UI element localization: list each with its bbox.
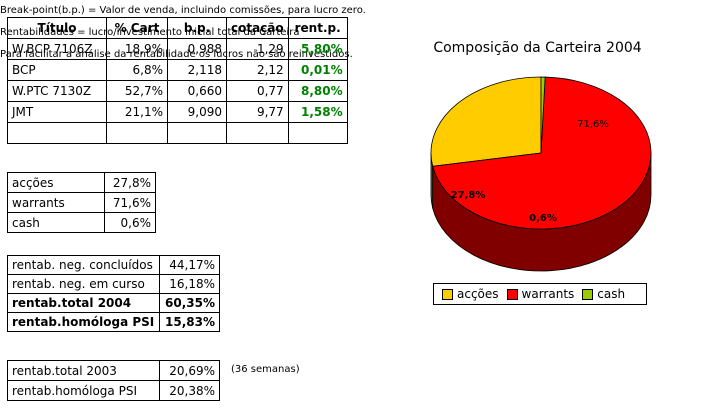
legend-label-accoes: acções xyxy=(457,287,499,301)
return-value[interactable]: 44,17% xyxy=(159,255,220,275)
return-value[interactable]: 60,35% xyxy=(159,293,220,313)
empty-cell[interactable] xyxy=(287,122,348,144)
cell-titulo[interactable]: JMT xyxy=(7,101,107,123)
return-label[interactable]: rentab.total 2004 xyxy=(7,293,160,313)
table-row: BCP 6,8% 2,118 2,12 0,01% xyxy=(7,59,348,81)
legend-label-warrants: warrants xyxy=(521,287,575,301)
cell-cart[interactable]: 21,1% xyxy=(106,101,168,123)
header-bp: b.p. xyxy=(167,17,227,39)
weeks-note: (36 semanas) xyxy=(231,364,300,375)
empty-cell[interactable] xyxy=(226,122,289,144)
cell-rent[interactable]: 5,80% xyxy=(287,38,348,60)
allocation-table: acções 27,8% warrants 71,6% cash 0,6% xyxy=(7,172,156,233)
prev-value[interactable]: 20,38% xyxy=(159,380,220,401)
table-row: rentab. neg. concluídos 44,17% xyxy=(7,255,220,275)
cell-titulo[interactable]: W.BCP 7106Z xyxy=(7,38,107,60)
cell-rent[interactable]: 1,58% xyxy=(287,101,348,123)
return-value[interactable]: 16,18% xyxy=(159,274,220,294)
table-row: acções 27,8% xyxy=(7,172,156,193)
table-row: cash 0,6% xyxy=(7,212,156,233)
header-titulo: Título xyxy=(7,17,107,39)
pie-label-accoes: 27,8% xyxy=(451,190,486,201)
table-row: W.BCP 7106Z 18,9% 0,988 1,29 5,80% xyxy=(7,38,348,60)
cell-rent[interactable]: 0,01% xyxy=(287,59,348,81)
returns-table: rentab. neg. concluídos 44,17% rentab. n… xyxy=(7,255,220,332)
table-row: rentab.total 2003 20,69% xyxy=(7,360,220,381)
alloc-value[interactable]: 71,6% xyxy=(104,192,156,213)
cell-bp[interactable]: 9,090 xyxy=(167,101,227,123)
table-row: warrants 71,6% xyxy=(7,192,156,213)
pie-chart[interactable]: Composição da Carteira 2004 27,8% 71,6% 0,… xyxy=(395,30,680,308)
note-break-point: Break-point(b.p.) = Valor de venda, incl… xyxy=(0,5,366,16)
return-label[interactable]: rentab. neg. em curso xyxy=(7,274,160,294)
prev-label[interactable]: rentab.total 2003 xyxy=(7,360,160,381)
cell-bp[interactable]: 0,988 xyxy=(167,38,227,60)
header-cart: % Cart xyxy=(106,17,168,39)
alloc-label[interactable]: acções xyxy=(7,172,105,193)
legend-label-cash: cash xyxy=(597,287,626,301)
cell-rent[interactable]: 8,80% xyxy=(287,80,348,102)
table-row: rentab.homóloga PSI 15,83% xyxy=(7,312,220,332)
return-label[interactable]: rentab. neg. concluídos xyxy=(7,255,160,275)
cell-titulo[interactable]: BCP xyxy=(7,59,107,81)
legend-item-cash: cash xyxy=(582,287,625,301)
chart-legend[interactable]: acções warrants cash xyxy=(433,283,647,305)
legend-swatch-cash xyxy=(582,288,594,300)
cell-cart[interactable]: 18,9% xyxy=(106,38,168,60)
pie-slice-warrants[interactable] xyxy=(432,76,652,230)
table-row: W.PTC 7130Z 52,7% 0,660 0,77 8,80% xyxy=(7,80,348,102)
pie-label-warrants: 71,6% xyxy=(577,119,609,130)
table-row: rentab.homóloga PSI 20,38% xyxy=(7,380,220,401)
table-row: JMT 21,1% 9,090 9,77 1,58% xyxy=(7,101,348,123)
cell-cotacao[interactable]: 9,77 xyxy=(226,101,289,123)
legend-item-warrants: warrants xyxy=(506,287,575,301)
chart-title: Composição da Carteira 2004 xyxy=(433,40,642,56)
cell-cart[interactable]: 6,8% xyxy=(106,59,168,81)
table-row-empty xyxy=(7,122,348,144)
header-cotacao: cotação xyxy=(226,17,289,39)
empty-cell[interactable] xyxy=(167,122,227,144)
previous-returns-table: rentab.total 2003 20,69% rentab.homóloga… xyxy=(7,360,220,401)
cell-cotacao[interactable]: 0,77 xyxy=(226,80,289,102)
table-row: rentab.total 2004 60,35% xyxy=(7,293,220,313)
alloc-label[interactable]: cash xyxy=(7,212,105,233)
legend-item-accoes: acções xyxy=(442,287,499,301)
legend-swatch-accoes xyxy=(442,288,453,300)
holdings-table: Título % Cart b.p. cotação rent.p. W.BCP… xyxy=(7,17,348,144)
empty-cell[interactable] xyxy=(7,122,107,144)
return-label[interactable]: rentab.homóloga PSI xyxy=(7,312,160,332)
return-value[interactable]: 15,83% xyxy=(159,312,220,332)
cell-bp[interactable]: 0,660 xyxy=(167,80,227,102)
pie-slice-accoes[interactable] xyxy=(430,76,542,167)
pie-chart-svg: 27,8% 71,6% 0,6% xyxy=(430,76,652,272)
alloc-label[interactable]: warrants xyxy=(7,192,105,213)
header-rent: rent.p. xyxy=(287,17,348,39)
pie-label-cash: 0,6% xyxy=(529,213,557,224)
legend-swatch-warrants xyxy=(506,288,518,300)
alloc-value[interactable]: 0,6% xyxy=(104,212,156,233)
cell-cotacao[interactable]: 2,12 xyxy=(226,59,289,81)
prev-label[interactable]: rentab.homóloga PSI xyxy=(7,380,160,401)
cell-bp[interactable]: 2,118 xyxy=(167,59,227,81)
table-row: rentab. neg. em curso 16,18% xyxy=(7,274,220,294)
cell-cart[interactable]: 52,7% xyxy=(106,80,168,102)
cell-titulo[interactable]: W.PTC 7130Z xyxy=(7,80,107,102)
prev-value[interactable]: 20,69% xyxy=(159,360,220,381)
cell-cotacao[interactable]: 1,29 xyxy=(226,38,289,60)
empty-cell[interactable] xyxy=(106,122,168,144)
alloc-value[interactable]: 27,8% xyxy=(104,172,156,193)
pie-slice-cash[interactable] xyxy=(540,76,546,154)
